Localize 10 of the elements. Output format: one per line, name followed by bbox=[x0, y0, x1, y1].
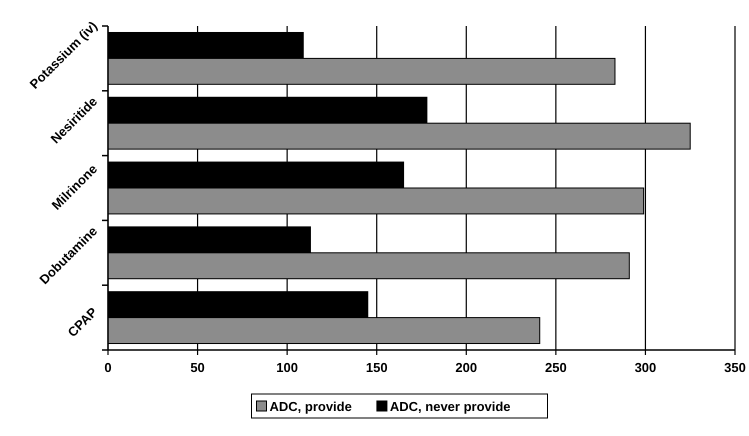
legend-label: ADC, provide bbox=[270, 399, 352, 414]
x-tick-label: 250 bbox=[545, 360, 567, 375]
legend-label: ADC, never provide bbox=[390, 399, 511, 414]
x-tick-label: 350 bbox=[724, 360, 746, 375]
x-tick-label: 0 bbox=[104, 360, 112, 375]
x-tick-label: 150 bbox=[366, 360, 388, 375]
x-tick-label: 300 bbox=[634, 360, 656, 375]
x-tick-label: 200 bbox=[455, 360, 478, 375]
x-tick-label: 100 bbox=[276, 360, 298, 375]
x-tick-label: 50 bbox=[190, 360, 205, 375]
